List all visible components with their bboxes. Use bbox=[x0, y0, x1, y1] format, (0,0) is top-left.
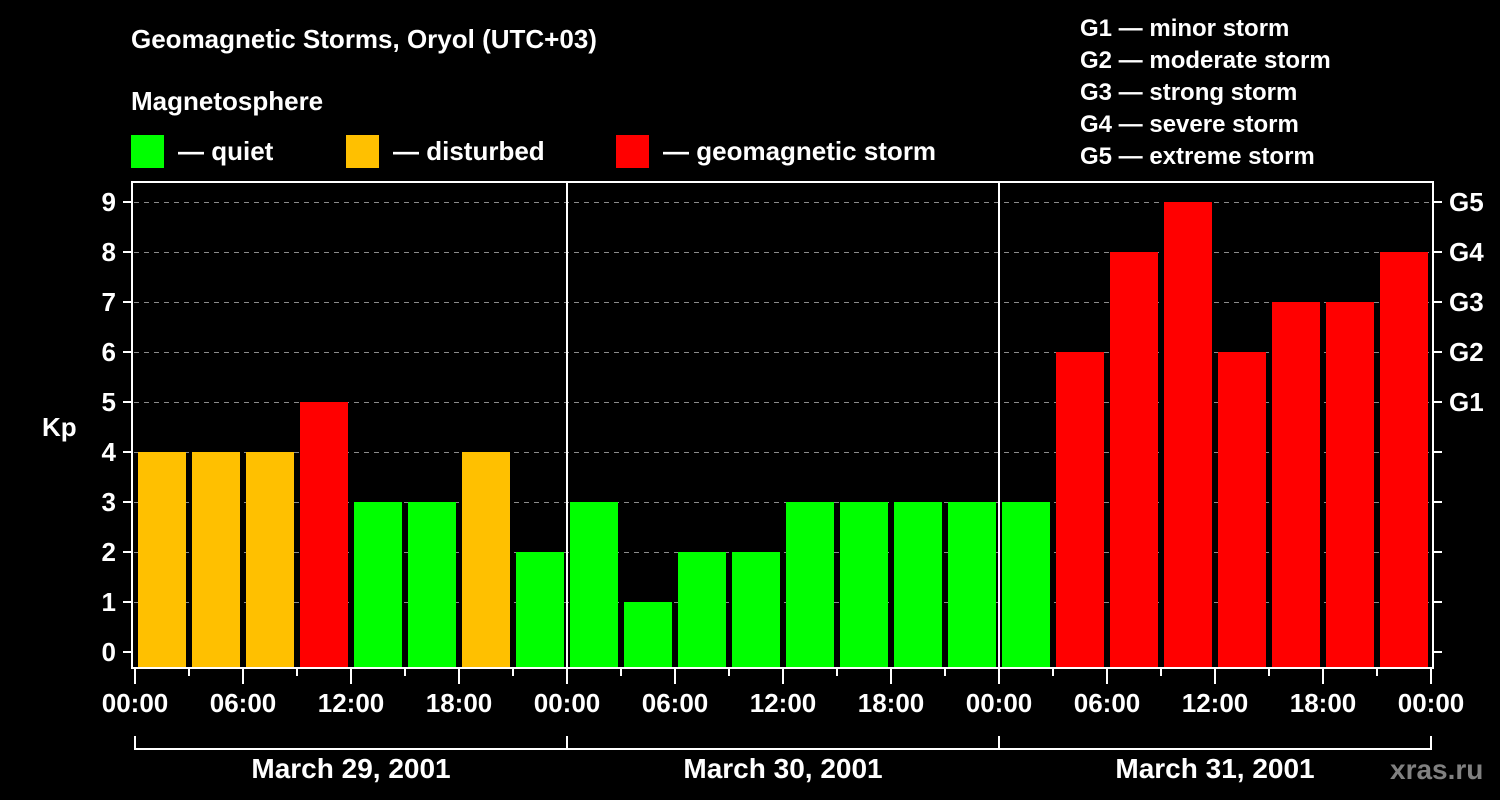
x-tick-label: 06:00 bbox=[1073, 688, 1141, 718]
kp-bar bbox=[948, 502, 996, 667]
day-label: March 30, 2001 bbox=[683, 753, 883, 784]
y-tick-label: 7 bbox=[101, 287, 116, 317]
y-axis-label: Kp bbox=[42, 412, 77, 442]
day-bracket bbox=[134, 736, 568, 750]
legend-quiet: — quiet bbox=[131, 134, 273, 168]
y-tick-label: 4 bbox=[101, 437, 116, 467]
y-tick-label: 6 bbox=[101, 337, 116, 367]
storm-swatch-icon bbox=[616, 134, 649, 168]
kp-bar bbox=[894, 502, 942, 667]
kp-bar bbox=[786, 502, 834, 667]
x-tick-label: 18:00 bbox=[1289, 688, 1357, 718]
kp-bar bbox=[1002, 502, 1050, 667]
x-tick-label: 12:00 bbox=[317, 688, 385, 718]
kp-bar bbox=[732, 552, 780, 667]
kp-bar bbox=[678, 552, 726, 667]
legend-quiet-label: — quiet bbox=[178, 135, 274, 166]
y-tick-label: 9 bbox=[101, 187, 116, 217]
legend-storm: — geomagnetic storm bbox=[616, 134, 936, 168]
legend-disturbed: — disturbed bbox=[346, 134, 545, 168]
g-scale-g1: G1 — minor storm bbox=[1080, 15, 1290, 42]
x-tick-label: 18:00 bbox=[425, 688, 493, 718]
y-tick-label: 2 bbox=[101, 537, 116, 567]
g-scale-g4: G4 — severe storm bbox=[1080, 111, 1299, 138]
kp-bar bbox=[570, 502, 618, 667]
g-tick-label: G2 bbox=[1449, 337, 1484, 367]
g-scale-g5: G5 — extreme storm bbox=[1080, 143, 1315, 170]
kp-bar bbox=[246, 452, 294, 667]
kp-bar bbox=[840, 502, 888, 667]
day-label: March 31, 2001 bbox=[1115, 753, 1315, 784]
y-tick-label: 8 bbox=[101, 237, 116, 267]
x-tick-label: 00:00 bbox=[533, 688, 601, 718]
x-tick-label: 12:00 bbox=[749, 688, 817, 718]
x-tick-label: 00:00 bbox=[101, 688, 169, 718]
legend-storm-label: — geomagnetic storm bbox=[663, 135, 937, 166]
kp-bar bbox=[1056, 352, 1104, 667]
g-tick-label: G1 bbox=[1449, 387, 1484, 417]
watermark: xras.ru bbox=[1390, 754, 1484, 785]
g-tick-label: G5 bbox=[1449, 187, 1484, 217]
day-bracket bbox=[998, 736, 1432, 750]
day-bracket bbox=[566, 736, 1000, 750]
kp-bar bbox=[516, 552, 564, 667]
kp-bar bbox=[300, 402, 348, 667]
kp-bar bbox=[1272, 302, 1320, 667]
kp-bar bbox=[1110, 252, 1158, 667]
kp-bar bbox=[1164, 202, 1212, 667]
kp-bar bbox=[138, 452, 186, 667]
x-tick-label: 00:00 bbox=[965, 688, 1033, 718]
g-scale-g2: G2 — moderate storm bbox=[1080, 47, 1331, 74]
x-tick-label: 00:00 bbox=[1397, 688, 1465, 718]
y-tick-label: 1 bbox=[101, 587, 116, 617]
g-tick-label: G3 bbox=[1449, 287, 1484, 317]
kp-bar bbox=[408, 502, 456, 667]
x-tick-label: 06:00 bbox=[641, 688, 709, 718]
kp-bar bbox=[1380, 252, 1428, 667]
quiet-swatch-icon bbox=[131, 134, 164, 168]
y-tick-label: 5 bbox=[101, 387, 116, 417]
legend-disturbed-label: — disturbed bbox=[393, 135, 545, 166]
kp-bar bbox=[354, 502, 402, 667]
day-label: March 29, 2001 bbox=[251, 753, 451, 784]
x-tick-label: 06:00 bbox=[209, 688, 277, 718]
kp-bar bbox=[1326, 302, 1374, 667]
disturbed-swatch-icon bbox=[346, 134, 379, 168]
g-scale-g3: G3 — strong storm bbox=[1080, 79, 1298, 106]
y-tick-label: 3 bbox=[101, 487, 116, 517]
kp-bar bbox=[462, 452, 510, 667]
legend-subtitle: Magnetosphere bbox=[131, 86, 324, 116]
kp-bar bbox=[624, 602, 672, 667]
g-tick-label: G4 bbox=[1449, 237, 1484, 267]
y-tick-label: 0 bbox=[101, 637, 116, 667]
kp-bar bbox=[192, 452, 240, 667]
x-tick-label: 12:00 bbox=[1181, 688, 1249, 718]
chart-title: Geomagnetic Storms, Oryol (UTC+03) bbox=[131, 24, 597, 54]
kp-bar bbox=[1218, 352, 1266, 667]
x-tick-label: 18:00 bbox=[857, 688, 925, 718]
